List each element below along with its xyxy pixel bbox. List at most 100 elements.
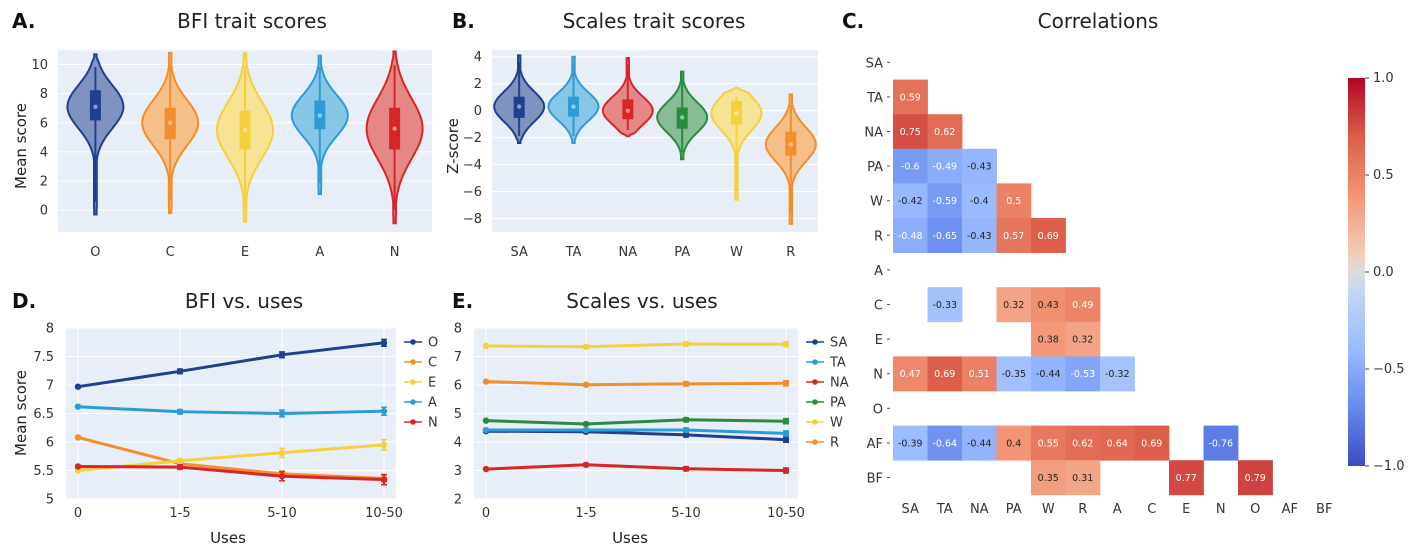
legend-label: TA [829,356,846,371]
heatmap-row-label: A [874,264,883,279]
heatmap-cell-label: -0.53 [1070,369,1095,380]
heatmap-cell [1065,287,1101,323]
heatmap-cell [893,79,928,115]
heatmap-cell-label: 0.64 [1107,438,1128,449]
panel-b-letter: B. [452,9,475,33]
y-tick-label: 10 [31,58,48,73]
heatmap-cell-label: 0.49 [1072,300,1093,311]
heatmap-row-label: C [874,299,883,314]
y-tick-label: 8 [40,87,48,102]
heatmap-cell-label: -0.44 [967,438,992,449]
data-point-PA [482,417,490,424]
heatmap-cell [893,356,928,392]
data-point-W [682,340,690,348]
y-tick-label: 5 [454,407,462,422]
heatmap-cell-label: -0.48 [898,231,923,242]
data-point-O [380,339,388,347]
legend-marker-R [812,439,818,445]
heatmap-row-label: N [873,368,883,383]
heatmap-cell [893,218,928,253]
heatmap-cell [1031,287,1066,323]
violin-median-A [317,113,322,118]
heatmap-cell-label: -0.65 [932,231,957,242]
heatmap-row-label: TA [866,91,883,106]
x-tick-label: PA [674,245,690,260]
heatmap-cell-label: 0.69 [1038,231,1059,242]
heatmap-col-label: W [1042,502,1055,517]
data-point-NA [482,465,490,473]
series-line-O [77,341,385,389]
panel-d: D. BFI vs. uses Mean score Uses 5 5.5 6 6.5… [12,289,438,547]
legend-marker-TA [812,359,818,365]
heatmap-cell-label: 0.38 [1038,335,1059,346]
heatmap-col-label: TA [936,502,953,517]
heatmap-cell-label: 0.5 [1006,196,1021,207]
y-tick-label: 0 [40,204,48,219]
heatmap-cell-label: -0.6 [901,162,920,173]
heatmap-col-label: C [1147,502,1156,517]
heatmap-cell [996,425,1032,461]
x-tick-label: E [241,245,249,260]
heatmap-cell [893,114,928,150]
colorbar-ticks: 1.0 0.5 0.0 −0.5 −1.0 [1365,71,1405,474]
heatmap-col-label: SA [902,502,919,517]
data-point-TA [782,430,790,437]
heatmap-col-label: O [1250,502,1260,517]
legend-label: R [830,436,839,451]
heatmap-col-label: BF [1316,502,1332,517]
heatmap-row-label: PA [867,160,883,175]
heatmap-cell-label: 0.43 [1038,300,1059,311]
panel-e-plot: 2 3 4 5 6 7 8 0 1-5 5-10 10-50 SA TA NA PA WR [454,322,849,522]
x-tick-label: C [166,245,175,260]
heatmap-col-label: N [1216,502,1226,517]
heatmap-cell [1065,460,1101,496]
panel-d-xlabel: Uses [210,529,246,547]
heatmap-row-label: NA [864,126,883,141]
y-tick-label: 6.5 [33,407,54,422]
heatmap-cell [927,114,963,150]
data-point-N [176,463,184,471]
panel-a-letter: A. [12,9,35,33]
heatmap-cell [927,183,963,219]
y-tick-label: −6 [463,185,482,200]
heatmap-cell [1238,460,1273,496]
heatmap-cell [1031,356,1066,392]
panel-d-title: BFI vs. uses [185,289,303,313]
y-tick-label: 7 [46,379,54,394]
heatmap-cell [927,425,963,461]
heatmap-cell [893,425,928,461]
legend-label: PA [830,396,846,411]
colorbar-tick-label: 0.0 [1373,265,1394,280]
panel-a-title: BFI trait scores [177,9,327,33]
heatmap-cell-label: 0.31 [1072,473,1093,484]
data-point-E [176,457,184,465]
y-tick-label: 7 [454,350,462,365]
panel-c-heatmap: SA SA TA TA NA NA PA PA W W R R A A C C E E N N O O AF AF BF BF 0.… [864,56,1332,517]
heatmap-cell-label: -0.76 [1208,438,1233,449]
panel-b: B. Scales trait scores Z-score −8 −6 −4 −2 0… [444,9,818,260]
data-point-N [74,463,82,470]
heatmap-col-label: E [1182,502,1190,517]
x-tick-label: NA [619,245,638,260]
panel-e-letter: E. [452,289,473,313]
heatmap-col-label: NA [970,502,989,517]
series-line-PA [485,418,787,426]
heatmap-cell [996,356,1032,392]
heatmap-cell [1031,460,1066,496]
heatmap-cell-label: 0.55 [1038,438,1059,449]
x-tick-label: 5-10 [267,506,297,521]
data-point-TA [582,426,590,434]
x-tick-label: 10-50 [365,506,403,521]
heatmap-row-label: SA [866,56,883,71]
colorbar-tick-label: 1.0 [1373,71,1394,86]
data-point-E [380,441,388,449]
legend-label: NA [830,376,849,391]
heatmap-cell-label: -0.59 [932,196,957,207]
heatmap-cell-label: 0.4 [1006,438,1021,449]
legend-label: O [428,336,438,351]
heatmap-col-label: PA [1006,502,1022,517]
series-line-N [77,465,385,482]
violin-median-O [93,104,98,109]
data-point-N [278,473,286,480]
